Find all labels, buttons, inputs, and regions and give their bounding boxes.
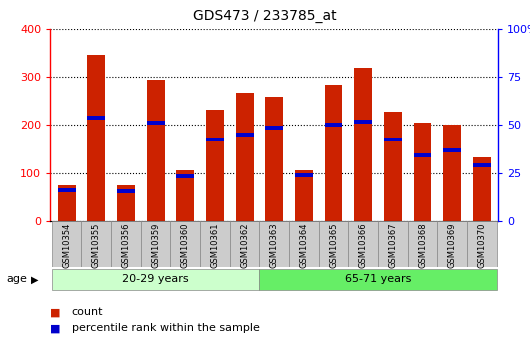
Bar <box>266 127 283 130</box>
Text: GSM10363: GSM10363 <box>270 222 279 268</box>
Bar <box>443 148 461 152</box>
Text: GSM10355: GSM10355 <box>92 222 101 268</box>
Bar <box>111 221 141 267</box>
Bar <box>176 170 194 221</box>
Bar <box>266 97 283 221</box>
Text: GSM10359: GSM10359 <box>151 222 160 268</box>
Bar <box>206 110 224 221</box>
Bar <box>443 125 461 221</box>
Bar <box>414 123 431 221</box>
Text: GSM10362: GSM10362 <box>240 222 249 268</box>
Bar <box>260 221 289 267</box>
Bar <box>473 157 491 221</box>
Bar <box>325 85 342 221</box>
Bar <box>295 174 313 177</box>
Text: GSM10360: GSM10360 <box>181 222 190 268</box>
Bar <box>147 121 164 125</box>
Bar <box>325 123 342 127</box>
Bar <box>319 221 348 267</box>
Text: GSM10364: GSM10364 <box>299 222 308 268</box>
Bar <box>236 133 253 137</box>
Bar <box>200 221 230 267</box>
Text: age: age <box>6 275 27 284</box>
Bar <box>355 120 372 124</box>
Text: GSM10356: GSM10356 <box>121 222 130 268</box>
Bar <box>467 221 497 267</box>
Bar <box>141 221 171 267</box>
Text: 65-71 years: 65-71 years <box>345 275 411 284</box>
Bar <box>289 221 319 267</box>
Text: 20-29 years: 20-29 years <box>122 275 189 284</box>
Bar <box>378 221 408 267</box>
Bar <box>52 268 260 290</box>
Bar <box>117 185 135 221</box>
Text: GSM10366: GSM10366 <box>359 222 368 268</box>
Bar <box>87 116 105 120</box>
Bar <box>384 138 402 141</box>
Text: GSM10365: GSM10365 <box>329 222 338 268</box>
Text: GSM10368: GSM10368 <box>418 222 427 268</box>
Bar <box>355 68 372 221</box>
Bar <box>414 153 431 157</box>
Bar <box>87 55 105 221</box>
Bar <box>147 80 164 221</box>
Text: ■: ■ <box>50 324 61 333</box>
Bar <box>473 163 491 167</box>
Bar <box>295 170 313 221</box>
Text: GSM10354: GSM10354 <box>62 222 71 268</box>
Text: GSM10361: GSM10361 <box>210 222 219 268</box>
Bar <box>58 188 76 191</box>
Text: ▶: ▶ <box>31 275 38 284</box>
Bar <box>58 185 76 221</box>
Bar <box>236 92 253 221</box>
Text: GSM10367: GSM10367 <box>388 222 398 268</box>
Bar <box>117 189 135 193</box>
Bar <box>230 221 260 267</box>
Bar <box>348 221 378 267</box>
Text: GDS473 / 233785_at: GDS473 / 233785_at <box>193 9 337 23</box>
Bar <box>437 221 467 267</box>
Bar <box>82 221 111 267</box>
Text: GSM10370: GSM10370 <box>478 222 487 268</box>
Text: ■: ■ <box>50 307 61 317</box>
Bar <box>260 268 497 290</box>
Bar <box>384 112 402 221</box>
Text: GSM10369: GSM10369 <box>448 222 457 268</box>
Text: percentile rank within the sample: percentile rank within the sample <box>72 324 259 333</box>
Bar <box>52 221 82 267</box>
Bar <box>171 221 200 267</box>
Text: count: count <box>72 307 103 317</box>
Bar <box>408 221 437 267</box>
Bar <box>206 138 224 141</box>
Bar <box>176 174 194 178</box>
